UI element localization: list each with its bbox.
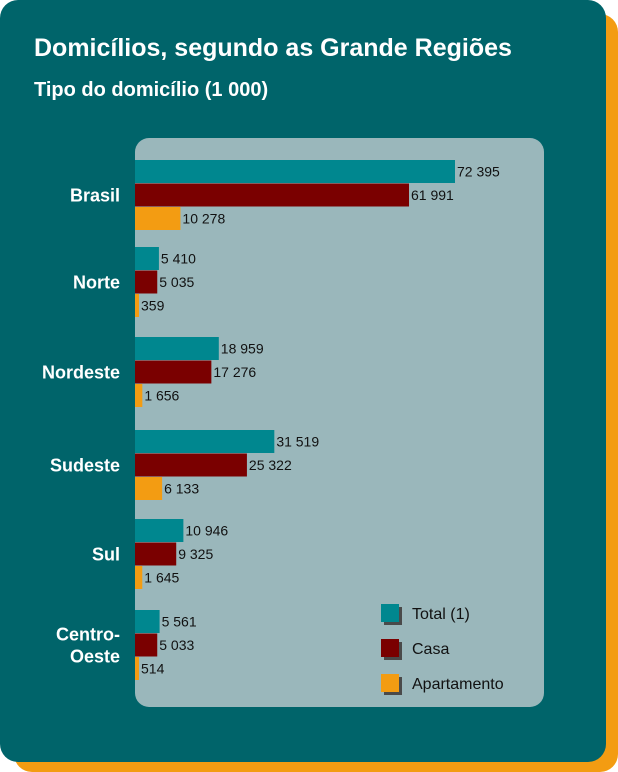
data-label-apartamento: 359 — [141, 298, 165, 314]
legend-label-casa: Casa — [412, 641, 449, 658]
data-label-casa: 17 276 — [213, 364, 256, 380]
data-label-apartamento: 10 278 — [182, 211, 225, 227]
chart-subtitle: Tipo do domicílio (1 000) — [34, 79, 269, 101]
category-label: Sudeste — [50, 455, 120, 475]
bar-casa — [135, 453, 247, 477]
legend-label-total: Total (1) — [412, 606, 470, 623]
bar-apartamento — [135, 207, 181, 230]
bar-casa — [135, 542, 177, 566]
data-label-total: 31 519 — [276, 434, 319, 450]
data-label-casa: 61 991 — [411, 187, 454, 203]
plot-panel — [135, 138, 544, 707]
chart-title: Domicílios, segundo as Grande Regiões — [34, 34, 512, 62]
data-label-casa: 5 035 — [159, 274, 194, 290]
data-label-total: 18 959 — [221, 341, 264, 357]
legend-label-apartamento: Apartamento — [412, 676, 504, 693]
category-label: Brasil — [70, 185, 120, 205]
data-label-apartamento: 514 — [141, 661, 165, 677]
legend-swatch-casa — [381, 639, 399, 657]
data-label-total: 5 561 — [162, 614, 197, 630]
data-label-apartamento: 6 133 — [164, 481, 199, 497]
bar-casa — [135, 360, 212, 384]
bar-total — [135, 160, 455, 183]
bar-total — [135, 337, 219, 360]
bar-total — [135, 519, 184, 542]
bar-apartamento — [135, 566, 143, 589]
bar-apartamento — [135, 294, 139, 317]
category-label: Nordeste — [42, 362, 120, 382]
category-label: Sul — [92, 544, 120, 564]
bar-casa — [135, 633, 158, 657]
data-label-casa: 25 322 — [249, 457, 292, 473]
data-label-total: 5 410 — [161, 251, 196, 267]
bar-casa — [135, 183, 410, 207]
data-label-apartamento: 1 645 — [144, 570, 179, 586]
data-label-total: 10 946 — [185, 523, 228, 539]
data-label-casa: 9 325 — [178, 546, 213, 562]
bar-total — [135, 610, 160, 633]
data-label-apartamento: 1 656 — [144, 388, 179, 404]
bar-total — [135, 247, 159, 270]
bar-total — [135, 430, 275, 453]
legend-swatch-apartamento — [381, 674, 399, 692]
legend-swatch-total — [381, 604, 399, 622]
bar-apartamento — [135, 384, 143, 407]
category-label: Oeste — [70, 646, 120, 666]
bar-apartamento — [135, 657, 139, 680]
category-label: Norte — [73, 272, 120, 292]
data-label-casa: 5 033 — [159, 637, 194, 653]
bar-casa — [135, 270, 158, 294]
data-label-total: 72 395 — [457, 164, 500, 180]
bar-apartamento — [135, 477, 163, 500]
category-label: Centro- — [56, 624, 120, 644]
